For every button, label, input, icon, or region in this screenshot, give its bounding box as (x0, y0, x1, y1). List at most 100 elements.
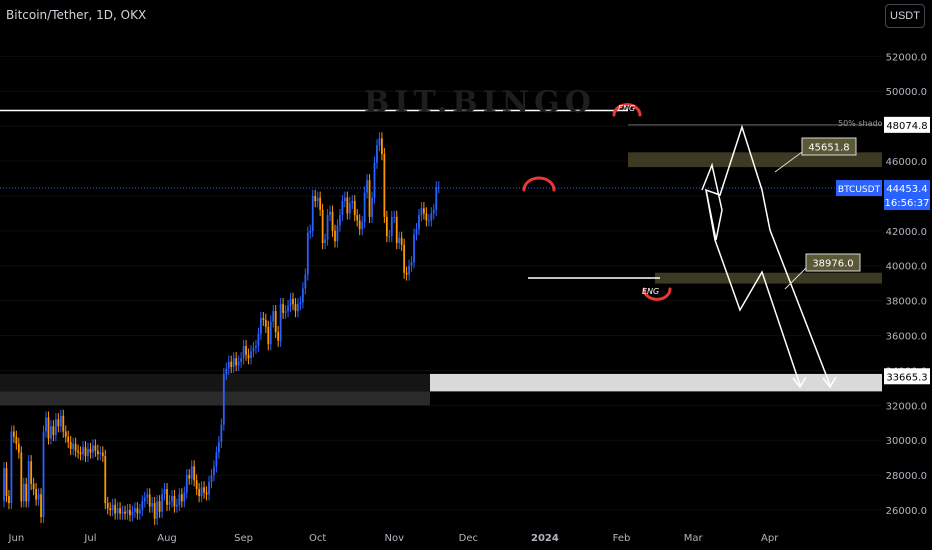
candle-body (225, 368, 228, 374)
candle-body (351, 201, 354, 203)
candle-body (341, 201, 344, 216)
x-tick-label: Aug (157, 533, 177, 544)
candle-body (358, 220, 361, 230)
candle-body (282, 304, 285, 313)
candle-body (371, 197, 373, 217)
candle-body (59, 415, 62, 427)
candle-body (40, 494, 42, 518)
candle-body (121, 511, 124, 514)
current-price: 44453.4 (886, 184, 927, 195)
candle-body (114, 504, 117, 514)
candle-body (272, 311, 275, 322)
candle-body (227, 361, 230, 369)
candle-body (32, 483, 35, 490)
x-tick-label: Jun (8, 533, 25, 544)
x-tick-label: Feb (613, 533, 631, 544)
y-tick-label: 36000.0 (886, 332, 927, 343)
candle-body (400, 237, 403, 245)
candle-body (405, 272, 408, 275)
candle-body (138, 510, 141, 514)
candle-body (385, 216, 388, 237)
candle-body (124, 511, 126, 514)
candle-body (20, 452, 23, 502)
candle-body (410, 262, 413, 266)
candle-body (287, 305, 289, 312)
candle-body (141, 501, 144, 511)
eng-arc-bottom (642, 287, 672, 301)
candle-body (163, 489, 166, 495)
candle-body (331, 211, 334, 231)
level-label-lower-box (805, 253, 861, 272)
candle-body (230, 361, 233, 367)
candle-body (213, 466, 215, 476)
candle-body (309, 230, 312, 233)
candle-body (425, 213, 428, 221)
candle-body (134, 508, 136, 512)
candle-body (284, 311, 287, 313)
time-axis-bg (0, 527, 932, 550)
candle-body (326, 215, 329, 240)
candle-body (255, 346, 257, 348)
candle-body (398, 237, 401, 244)
symbol-tag: BTCUSDT (838, 185, 881, 195)
candle-body (106, 503, 109, 509)
candle-body (264, 319, 267, 327)
candle-body (64, 431, 67, 437)
candle-body (176, 504, 178, 507)
candle-body (10, 431, 13, 504)
currency-button[interactable]: USDT (885, 4, 925, 28)
candle-body (96, 450, 99, 455)
candle-body (8, 496, 10, 504)
candle-body (47, 417, 50, 439)
candle-body (339, 215, 341, 226)
candle-body (129, 510, 131, 516)
candle-body (388, 236, 391, 238)
y-tick-label: 42000.0 (886, 227, 927, 238)
candle-body (393, 216, 396, 218)
candle-body (94, 445, 97, 451)
candle-body (74, 443, 77, 451)
arrow-head-left (792, 376, 807, 389)
candle-body (321, 209, 324, 244)
candle-body (324, 239, 326, 244)
candle-body (188, 475, 191, 479)
eng-label-top: ENG (618, 104, 635, 113)
candle-body (237, 361, 240, 366)
eng-label-bottom: ENG (642, 287, 659, 296)
level-label-upper-box (801, 137, 857, 156)
candle-body (180, 494, 183, 502)
candle-body (366, 180, 368, 193)
y-tick-label: 26000.0 (886, 506, 927, 517)
candle-body (245, 346, 247, 355)
candle-body (220, 424, 223, 442)
candle-body (240, 358, 243, 362)
x-tick-label: Nov (384, 533, 404, 544)
candle-body (373, 162, 376, 198)
candle-body (195, 480, 198, 490)
watermark: BIT.BINGO (364, 85, 596, 120)
candle-body (30, 461, 33, 484)
candle-body (156, 501, 159, 519)
candle-body (79, 452, 82, 455)
candle-body (203, 487, 205, 493)
y-tick-label: 30000.0 (886, 436, 927, 447)
x-tick-label: Mar (684, 533, 704, 544)
candle-body (334, 230, 336, 242)
candle-body (82, 447, 84, 455)
candle-body (205, 492, 208, 495)
candle-body (185, 475, 188, 493)
candle-body (348, 202, 351, 214)
candle-body (306, 232, 309, 275)
y-tick-label: 32000.0 (886, 401, 927, 412)
candle-body (259, 318, 262, 334)
x-tick-label: Apr (761, 533, 779, 544)
level-label-lower-text: 38976.0 (812, 259, 853, 270)
symbol-title[interactable]: Bitcoin/Tether, 1D, OKX (6, 8, 147, 22)
candle-body (314, 195, 317, 202)
candle-body (57, 419, 60, 427)
candle-body (168, 501, 171, 505)
candle-body (427, 220, 430, 222)
candle-body (15, 436, 18, 444)
candle-body (361, 222, 364, 230)
